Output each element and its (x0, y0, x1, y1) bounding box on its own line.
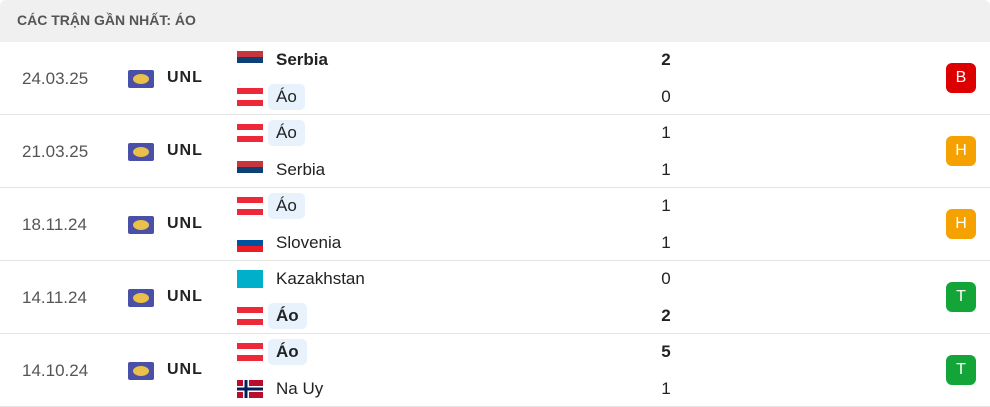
flag (237, 234, 263, 252)
competition-icon (128, 70, 154, 88)
result-badge: H (946, 136, 976, 166)
flag (237, 380, 263, 398)
flag-stripe (237, 88, 263, 95)
team-score: 1 (661, 160, 671, 179)
team-score: 2 (661, 50, 671, 69)
header-title: CÁC TRẬN GẦN NHẤT: ÁO (17, 12, 196, 28)
team-name: Áo (268, 120, 305, 146)
flag-stripe (237, 130, 263, 137)
result-badge: T (946, 282, 976, 312)
flag-stripe (237, 161, 263, 168)
flag-stripe (237, 203, 263, 210)
icon-globe (133, 74, 149, 84)
flag (237, 88, 263, 106)
team-score: 1 (661, 196, 671, 215)
flag-stripe (237, 94, 263, 101)
team-name: Slovenia (276, 233, 342, 252)
flag (237, 270, 263, 288)
flag-stripe (237, 234, 263, 241)
team-score: 0 (661, 87, 671, 106)
flag-stripe (237, 100, 263, 106)
flag-stripe (237, 349, 263, 356)
match-date: 21.03.25 (22, 142, 89, 161)
match-row: 14.11.24 UNL Kazakhstan 0 Áo 2 T (0, 261, 990, 334)
flag-stripe (237, 343, 263, 350)
result-badge: B (946, 63, 976, 93)
flag-stripe (237, 136, 263, 142)
flag (237, 343, 263, 361)
team-score: 1 (661, 123, 671, 142)
team-score: 5 (661, 342, 671, 361)
match-date: 14.10.24 (22, 361, 89, 380)
match-date: 14.11.24 (22, 288, 87, 307)
flag-stripe (237, 319, 263, 325)
competition: UNL (167, 69, 203, 86)
competition-icon (128, 362, 154, 380)
flag-stripe (237, 270, 263, 288)
competition-icon (128, 143, 154, 161)
icon-globe (133, 220, 149, 230)
flag-stripe (237, 307, 263, 314)
icon-globe (133, 293, 149, 303)
competition: UNL (167, 361, 203, 378)
competition: UNL (167, 288, 203, 305)
team-name: Áo (268, 193, 305, 219)
team-name: Kazakhstan (276, 269, 365, 288)
flag (237, 307, 263, 325)
flag-stripe (237, 209, 263, 215)
match-row: 18.11.24 UNL Áo 1 Slovenia 1 H (0, 188, 990, 261)
team-name: Áo (268, 84, 305, 110)
flag-stripe (237, 124, 263, 131)
match-row: 24.03.25 UNL Serbia 2 Áo 0 B (0, 42, 990, 115)
icon-globe (133, 147, 149, 157)
team-name: Serbia (276, 160, 326, 179)
team-name: Áo (268, 303, 307, 329)
flag-stripe (237, 51, 263, 58)
flag-stripe (237, 63, 263, 69)
icon-globe (133, 366, 149, 376)
flag (237, 51, 263, 69)
flag (237, 197, 263, 215)
header: CÁC TRẬN GẦN NHẤT: ÁO (0, 0, 990, 42)
flag-stripe (237, 246, 263, 252)
competition-icon (128, 289, 154, 307)
team-score: 1 (661, 379, 671, 398)
flag-stripe (237, 57, 263, 64)
match-date: 24.03.25 (22, 69, 89, 88)
result-badge: T (946, 355, 976, 385)
competition: UNL (167, 215, 203, 232)
team-score: 2 (661, 306, 671, 325)
match-date: 18.11.24 (22, 215, 87, 234)
flag-cross (237, 387, 263, 391)
team-name: Serbia (276, 50, 328, 69)
flag-stripe (237, 355, 263, 361)
match-row: 14.10.24 UNL Áo 5 Na Uy 1 T (0, 334, 990, 407)
flag (237, 124, 263, 142)
flag-stripe (237, 240, 263, 247)
team-name: Na Uy (276, 379, 324, 398)
competition-icon (128, 216, 154, 234)
match-row: 21.03.25 UNL Áo 1 Serbia 1 H (0, 115, 990, 188)
team-score: 0 (661, 269, 671, 288)
team-score: 1 (661, 233, 671, 252)
team-name: Áo (268, 339, 307, 365)
flag-stripe (237, 173, 263, 179)
flag (237, 161, 263, 179)
flag-stripe (237, 197, 263, 204)
flag-stripe (237, 167, 263, 174)
competition: UNL (167, 142, 203, 159)
flag-stripe (237, 313, 263, 320)
result-badge: H (946, 209, 976, 239)
